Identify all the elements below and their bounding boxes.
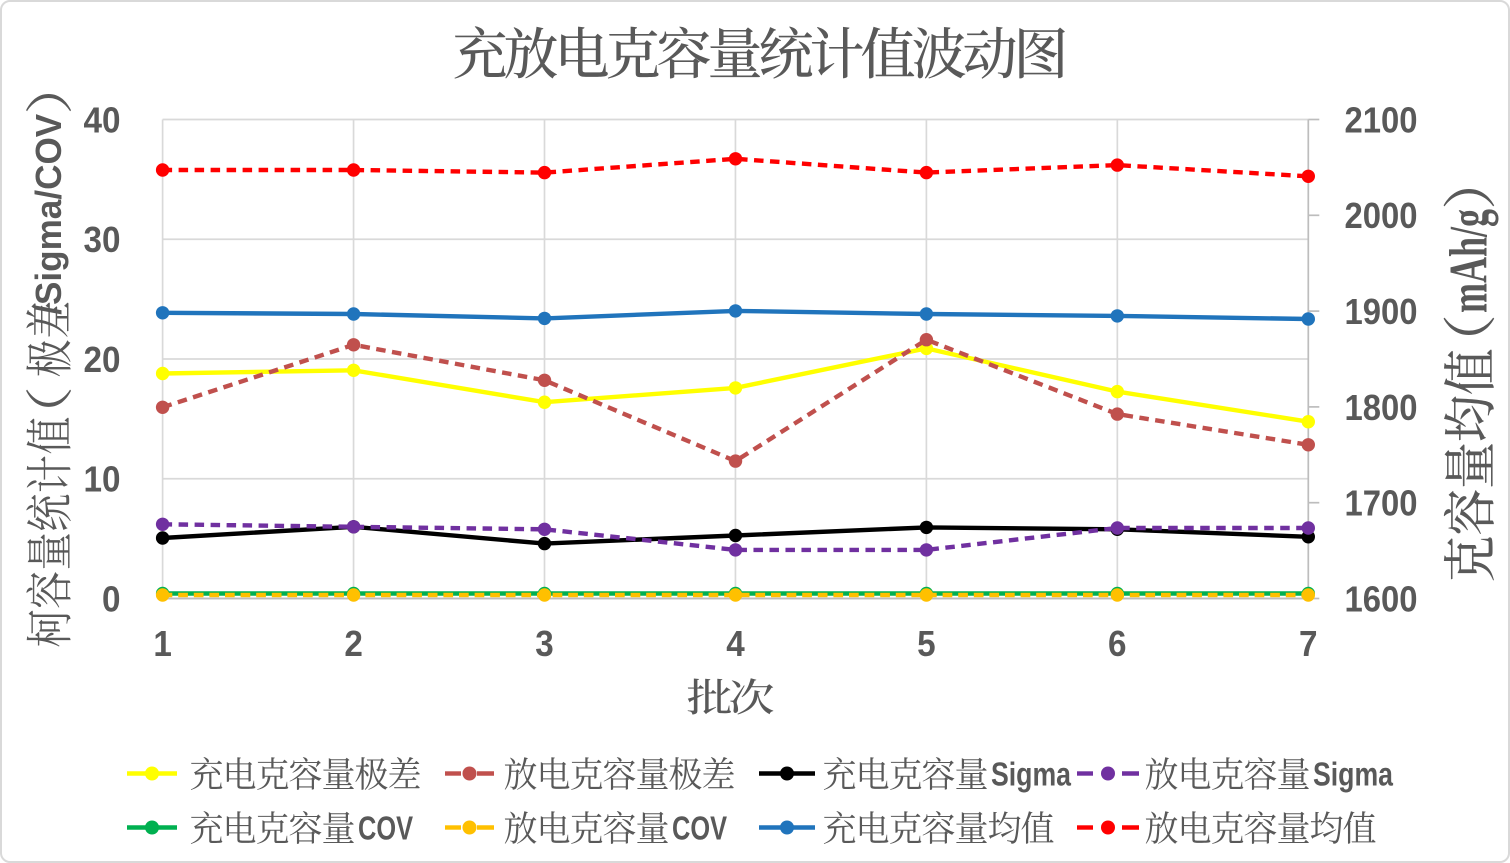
svg-text:Sigma: Sigma xyxy=(1313,756,1394,793)
svg-text:0: 0 xyxy=(102,578,121,619)
svg-text:2000: 2000 xyxy=(1345,195,1418,236)
svg-text:6: 6 xyxy=(1108,623,1127,664)
svg-text:COV: COV xyxy=(358,810,413,847)
svg-text:4: 4 xyxy=(726,623,745,664)
svg-text:5: 5 xyxy=(917,623,936,664)
svg-text:2100: 2100 xyxy=(1345,99,1418,140)
svg-text:1: 1 xyxy=(153,623,172,664)
svg-text:1600: 1600 xyxy=(1345,578,1418,619)
svg-text:1900: 1900 xyxy=(1345,291,1418,332)
svg-text:7: 7 xyxy=(1299,623,1318,664)
svg-text:COV: COV xyxy=(672,810,727,847)
svg-text:Sigma: Sigma xyxy=(991,756,1072,793)
svg-text:1700: 1700 xyxy=(1345,483,1418,524)
svg-text:/Sigma/COV: /Sigma/COV xyxy=(28,114,69,315)
svg-text:40: 40 xyxy=(84,99,121,140)
svg-text:10: 10 xyxy=(84,459,121,500)
svg-text:mAh/g: mAh/g xyxy=(1439,209,1499,313)
svg-text:1800: 1800 xyxy=(1345,387,1418,428)
svg-text:3: 3 xyxy=(535,623,554,664)
svg-text:30: 30 xyxy=(84,219,121,260)
svg-text:2: 2 xyxy=(344,623,363,664)
svg-text:20: 20 xyxy=(84,339,121,380)
